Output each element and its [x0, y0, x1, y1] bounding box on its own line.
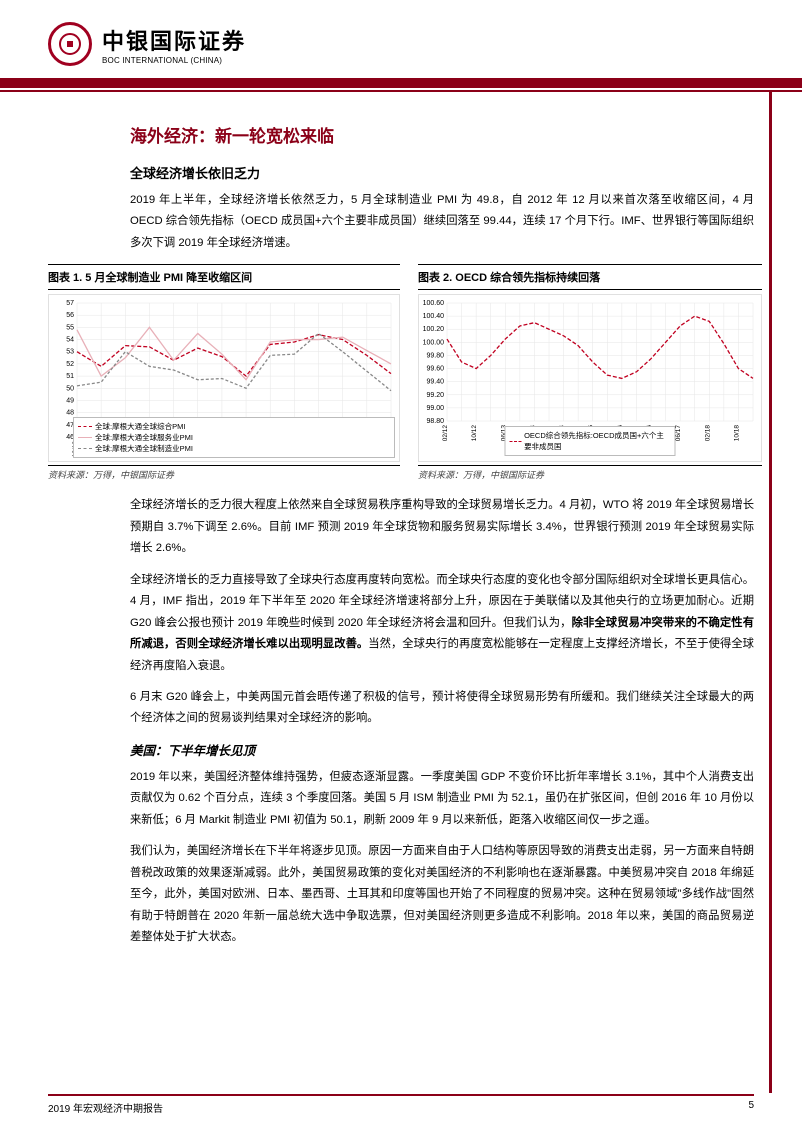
svg-text:100.60: 100.60	[423, 300, 444, 307]
svg-text:55: 55	[66, 325, 74, 332]
page-footer: 2019 年宏观经济中期报告 5	[48, 1094, 754, 1115]
svg-text:99.20: 99.20	[426, 392, 444, 399]
svg-text:100.00: 100.00	[423, 340, 444, 347]
svg-text:50: 50	[66, 386, 74, 393]
svg-text:10/12: 10/12	[471, 425, 478, 442]
svg-text:99.40: 99.40	[426, 379, 444, 386]
svg-text:100.20: 100.20	[423, 327, 444, 334]
brand-name-cn: 中银国际证券	[102, 24, 246, 56]
boc-logo	[48, 22, 92, 66]
body-content-2: 全球经济增长的乏力很大程度上依然来自全球贸易秩序重构导致的全球贸易增长乏力。4 …	[0, 485, 802, 948]
svg-text:06/17: 06/17	[675, 425, 682, 442]
paragraph: 2019 年以来，美国经济整体维持强势，但疲态逐渐显露。一季度美国 GDP 不变…	[130, 767, 754, 831]
svg-text:98.80: 98.80	[426, 418, 444, 425]
svg-text:52: 52	[66, 361, 74, 368]
chart2-source: 资料来源：万得，中银国际证券	[418, 465, 762, 481]
header-bar-wide	[0, 78, 802, 88]
section-title: 海外经济：新一轮宽松来临	[130, 122, 754, 147]
chart1-col: 图表 1. 5 月全球制造业 PMI 降至收缩区间 46474849505152…	[48, 264, 400, 481]
chart2-box: 98.80 99.00 99.20 99.40 99.60 99.80 100.00 100.…	[418, 294, 762, 462]
svg-text:10/18: 10/18	[733, 425, 740, 442]
svg-text:100.40: 100.40	[423, 313, 444, 320]
paragraph: 全球经济增长的乏力直接导致了全球央行态度再度转向宽松。而全球央行态度的变化也令部…	[130, 570, 754, 677]
paragraph: 全球经济增长的乏力很大程度上依然来自全球贸易秩序重构导致的全球贸易增长乏力。4 …	[130, 495, 754, 559]
footer-page-number: 5	[748, 1100, 754, 1115]
svg-text:49: 49	[66, 398, 74, 405]
brand-name-en: BOC INTERNATIONAL (CHINA)	[102, 56, 246, 65]
chart1-title: 图表 1. 5 月全球制造业 PMI 降至收缩区间	[48, 264, 400, 290]
chart1-box: 46474849505152535455565712/1206/1312/130…	[48, 294, 400, 462]
subsection-heading: 全球经济增长依旧乏力	[130, 163, 754, 182]
svg-text:51: 51	[66, 373, 74, 380]
svg-text:99.00: 99.00	[426, 405, 444, 412]
brand-block: 中银国际证券 BOC INTERNATIONAL (CHINA)	[102, 24, 246, 65]
svg-text:02/12: 02/12	[442, 425, 449, 442]
us-subheading: 美国：下半年增长见顶	[130, 740, 754, 759]
svg-text:99.80: 99.80	[426, 353, 444, 360]
paragraph: 我们认为，美国经济增长在下半年将逐步见顶。原因一方面来自由于人口结构等原因导致的…	[130, 841, 754, 948]
chart2-title: 图表 2. OECD 综合领先指标持续回落	[418, 264, 762, 290]
chart2-col: 图表 2. OECD 综合领先指标持续回落 98.80 99.00 99.20 99.…	[418, 264, 762, 481]
svg-text:99.60: 99.60	[426, 366, 444, 373]
svg-text:56: 56	[66, 313, 74, 320]
chart1-source: 资料来源：万得，中银国际证券	[48, 465, 400, 481]
svg-text:54: 54	[66, 337, 74, 344]
logo-coin	[59, 33, 81, 55]
charts-row: 图表 1. 5 月全球制造业 PMI 降至收缩区间 46474849505152…	[48, 264, 754, 481]
svg-text:02/18: 02/18	[704, 425, 711, 442]
body-content: 海外经济：新一轮宽松来临 全球经济增长依旧乏力 2019 年上半年，全球经济增长…	[0, 92, 802, 254]
svg-text:53: 53	[66, 349, 74, 356]
svg-text:57: 57	[66, 300, 74, 307]
footer-left: 2019 年宏观经济中期报告	[48, 1100, 163, 1115]
paragraph: 6 月末 G20 峰会上，中美两国元首会晤传递了积极的信号，预计将使得全球贸易形…	[130, 687, 754, 730]
report-header: 中银国际证券 BOC INTERNATIONAL (CHINA)	[0, 0, 802, 74]
paragraph: 2019 年上半年，全球经济增长依然乏力，5 月全球制造业 PMI 为 49.8…	[130, 190, 754, 254]
right-side-bar	[769, 90, 772, 1093]
